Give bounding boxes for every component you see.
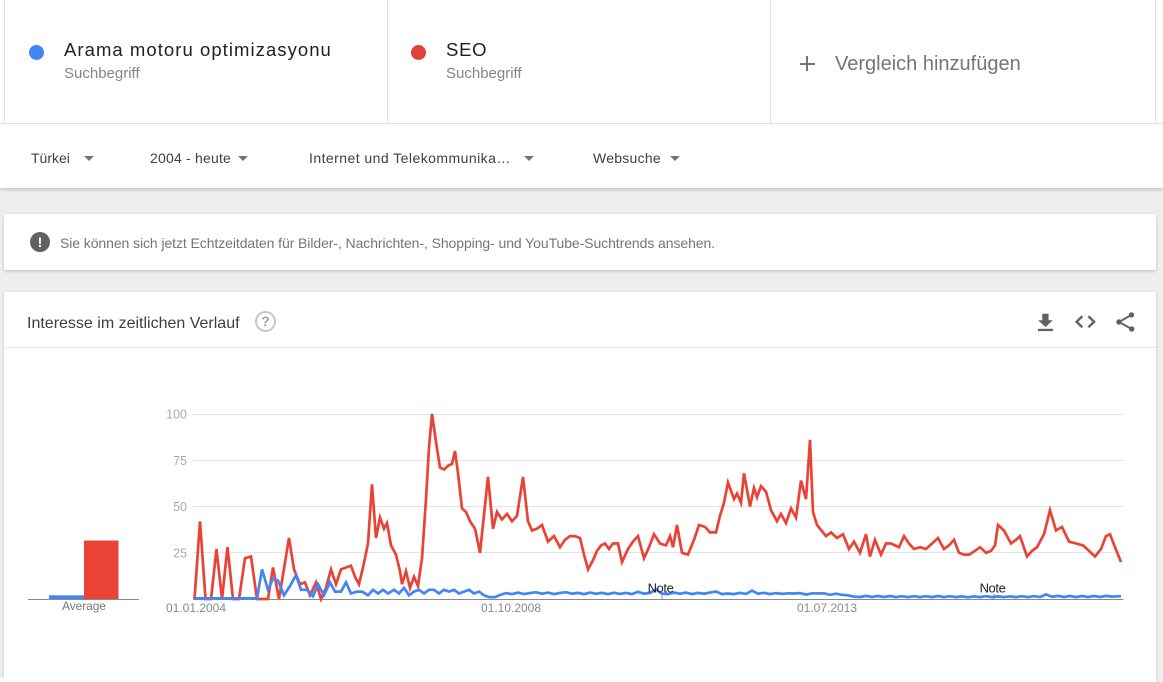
- svg-text:Note: Note: [648, 581, 674, 596]
- svg-text:75: 75: [173, 454, 187, 468]
- svg-text:25: 25: [173, 546, 187, 560]
- svg-text:Note: Note: [980, 581, 1006, 596]
- svg-text:01.01.2004: 01.01.2004: [166, 601, 226, 615]
- svg-text:01.07.2013: 01.07.2013: [797, 601, 857, 615]
- svg-text:01.10.2008: 01.10.2008: [481, 601, 541, 615]
- svg-text:50: 50: [173, 500, 187, 514]
- svg-text:Average: Average: [62, 599, 106, 613]
- svg-text:100: 100: [166, 408, 187, 422]
